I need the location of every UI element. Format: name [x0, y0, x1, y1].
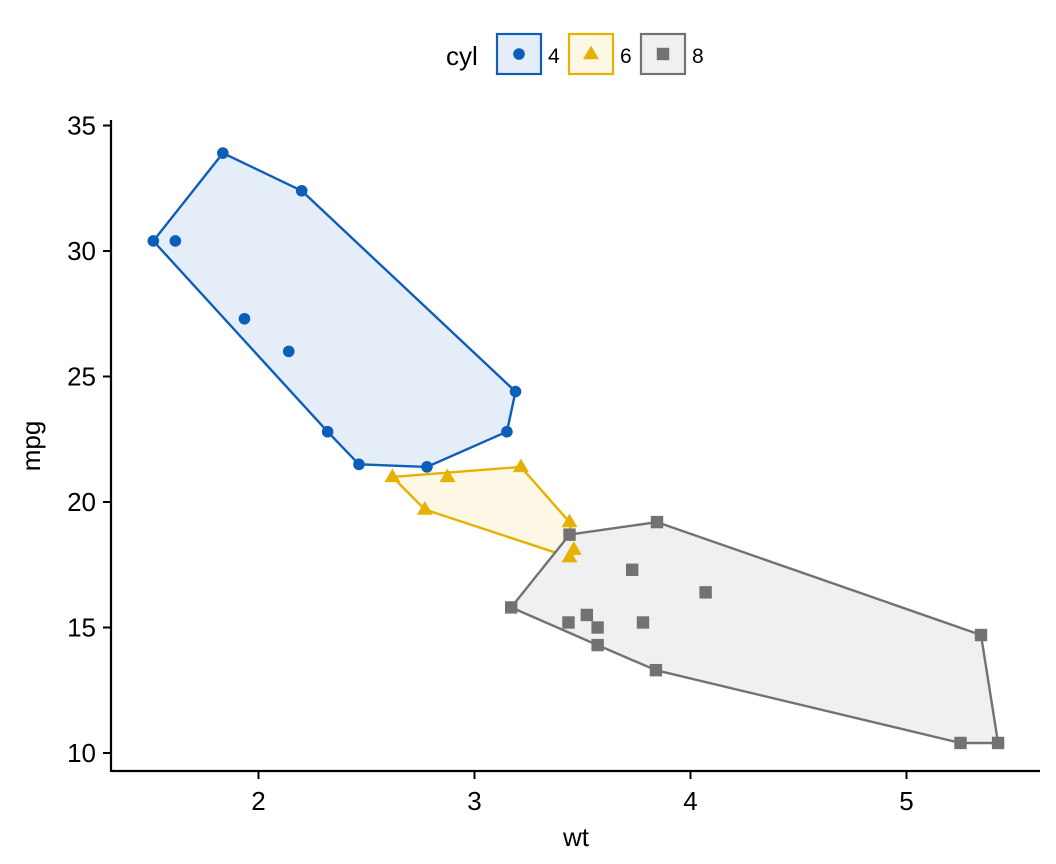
point-layer — [147, 147, 1005, 750]
y-tick-label: 20 — [67, 487, 96, 517]
legend-item-8: 8 — [639, 32, 704, 76]
y-tick-label: 30 — [67, 236, 96, 266]
point-cyl-4 — [238, 312, 251, 325]
point-cyl-8 — [636, 616, 650, 629]
hull-cyl-4 — [152, 151, 517, 469]
y-tick-label: 15 — [67, 613, 96, 643]
point-cyl-8 — [505, 601, 518, 614]
point-cyl-8 — [974, 628, 988, 642]
legend-marker — [513, 48, 525, 60]
x-tick-label: 5 — [899, 786, 913, 816]
point-cyl-6 — [416, 501, 433, 515]
x-axis-label: wt — [562, 822, 590, 852]
legend-label: 4 — [548, 45, 560, 68]
point-cyl-8 — [699, 586, 712, 599]
hull-cyl-8 — [510, 520, 1000, 745]
point-cyl-6 — [561, 513, 578, 528]
point-cyl-4 — [169, 235, 182, 247]
legend-label: 8 — [692, 45, 704, 68]
point-cyl-4 — [321, 425, 334, 438]
point-cyl-8 — [563, 528, 576, 541]
point-cyl-6 — [512, 458, 529, 473]
point-cyl-4 — [217, 147, 229, 159]
point-cyl-4 — [509, 385, 522, 398]
point-cyl-8 — [650, 515, 664, 529]
legend: cyl 4 6 8 — [446, 32, 704, 76]
x-tick-label: 2 — [251, 786, 265, 816]
point-cyl-4 — [353, 458, 365, 471]
y-tick-label: 10 — [67, 738, 96, 768]
point-cyl-4 — [421, 461, 433, 473]
point-cyl-4 — [501, 425, 513, 438]
point-cyl-8 — [954, 736, 967, 750]
legend-marker — [656, 47, 670, 61]
point-cyl-6 — [384, 468, 401, 483]
point-cyl-6 — [561, 548, 578, 563]
axes: 2 3 4 5 10 15 20 25 30 35 wt mpg — [16, 111, 1040, 852]
y-axis-label: mpg — [16, 421, 46, 472]
point-cyl-6 — [565, 541, 582, 555]
point-cyl-8 — [591, 621, 604, 634]
point-cyl-6 — [439, 468, 456, 483]
y-tick-label: 25 — [67, 362, 96, 392]
legend-title: cyl — [446, 41, 478, 71]
y-tick-label: 35 — [67, 111, 96, 141]
x-tick-label: 3 — [467, 786, 481, 816]
point-cyl-4 — [295, 184, 308, 197]
point-cyl-8 — [625, 563, 639, 576]
point-cyl-4 — [147, 235, 160, 247]
legend-item-6: 6 — [567, 32, 632, 76]
legend-key-box — [495, 32, 543, 76]
hull-layer — [152, 151, 1000, 745]
legend-marker — [583, 45, 599, 60]
point-cyl-8 — [991, 736, 1005, 750]
x-tick-label: 4 — [683, 786, 697, 816]
legend-label: 6 — [620, 45, 632, 68]
point-cyl-8 — [562, 616, 575, 629]
point-cyl-8 — [649, 663, 663, 677]
legend-item-4: 4 — [495, 32, 560, 76]
point-cyl-8 — [580, 608, 594, 622]
point-cyl-8 — [591, 638, 604, 652]
point-cyl-4 — [282, 345, 295, 358]
